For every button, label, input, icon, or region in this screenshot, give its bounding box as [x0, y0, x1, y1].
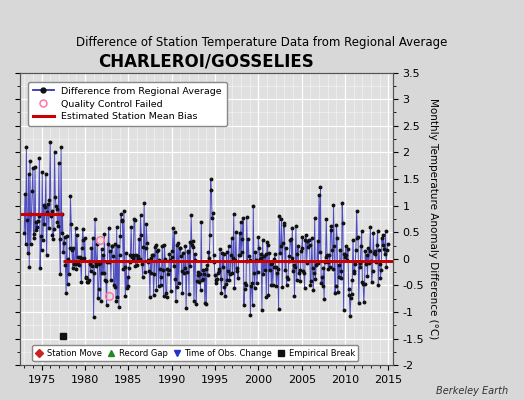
Y-axis label: Monthly Temperature Anomaly Difference (°C): Monthly Temperature Anomaly Difference (…	[428, 98, 438, 340]
Legend: Station Move, Record Gap, Time of Obs. Change, Empirical Break: Station Move, Record Gap, Time of Obs. C…	[32, 346, 358, 361]
Text: Difference of Station Temperature Data from Regional Average: Difference of Station Temperature Data f…	[77, 36, 447, 49]
Title: CHARLEROI/GOSSELIES: CHARLEROI/GOSSELIES	[99, 53, 314, 71]
Text: Berkeley Earth: Berkeley Earth	[436, 386, 508, 396]
